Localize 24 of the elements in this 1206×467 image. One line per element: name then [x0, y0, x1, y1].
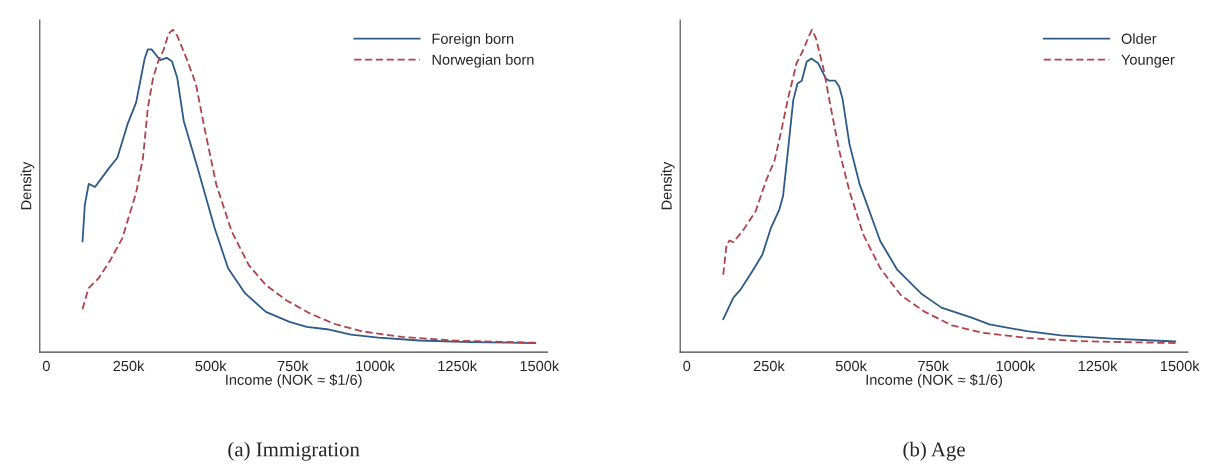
- legend-label: Older: [1121, 33, 1157, 44]
- x-tick-label: 1250k: [438, 360, 478, 372]
- legend-label: Younger: [1121, 54, 1175, 68]
- x-axis-title: Income (NOK ≈ $1/6): [866, 374, 1002, 388]
- x-tick-label: 500k: [835, 360, 867, 372]
- text: (a) Immigration: [228, 441, 360, 461]
- x-tick-label: 1500k: [520, 360, 560, 372]
- x-tick-label: 250k: [113, 360, 145, 372]
- x-tick-label: 0: [42, 360, 50, 372]
- legend-label: Norwegian born: [432, 54, 534, 68]
- y-axis-title: Density: [20, 161, 35, 210]
- x-tick-label: 750k: [277, 360, 309, 372]
- x-tick-label: 0: [683, 360, 691, 372]
- x-axis-title: Income (NOK ≈ $1/6): [226, 374, 362, 388]
- legend-label: Foreign born: [432, 33, 514, 47]
- text: (b) Age: [903, 441, 965, 461]
- x-tick-label: 250k: [753, 360, 785, 372]
- y-axis-title: Density: [661, 161, 675, 210]
- x-tick-label: 1000k: [996, 360, 1036, 372]
- x-tick-label: 1500k: [1160, 360, 1200, 372]
- x-tick-label: 500k: [195, 360, 227, 372]
- x-tick-label: 1250k: [1078, 360, 1118, 372]
- x-tick-label: 750k: [918, 360, 950, 372]
- x-tick-label: 1000k: [356, 360, 395, 372]
